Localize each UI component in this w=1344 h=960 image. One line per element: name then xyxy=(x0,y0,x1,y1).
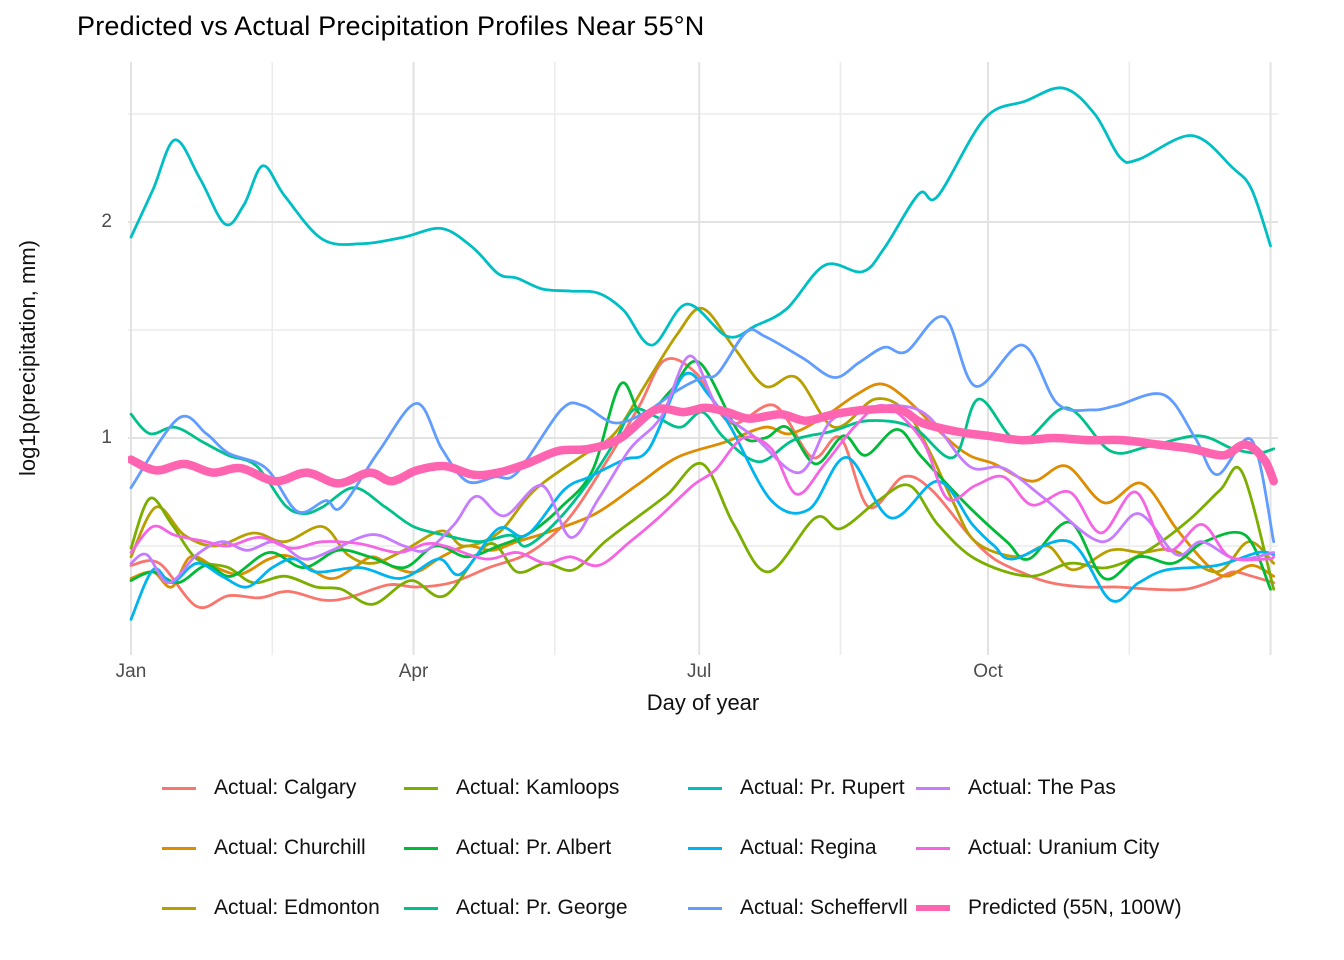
legend-label: Predicted (55N, 100W) xyxy=(968,896,1182,919)
series-line-actual-uranium-city xyxy=(129,403,1276,568)
legend-label: Actual: Uranium City xyxy=(968,836,1160,859)
plot-panel xyxy=(128,62,1278,655)
legend-swatch-actual-edmonton xyxy=(162,906,196,910)
x-tick-label-jul: Jul xyxy=(687,661,712,682)
legend-label: Actual: Calgary xyxy=(214,776,357,799)
series-line-actual-churchill xyxy=(129,382,1276,589)
legend-swatch-actual-regina xyxy=(688,846,722,850)
legend-label: Actual: Regina xyxy=(740,836,877,859)
chart-title: Predicted vs Actual Precipitation Profil… xyxy=(77,11,705,41)
series-line-actual-regina xyxy=(129,371,1276,621)
legend-label: Actual: Pr. George xyxy=(456,896,628,919)
legend-item-actual-pr-george: Actual: Pr. George xyxy=(404,895,628,921)
legend-item-actual-kamloops: Actual: Kamloops xyxy=(404,775,619,801)
x-tick-label-apr: Apr xyxy=(398,661,429,682)
series-line-actual-calgary xyxy=(129,357,1276,610)
legend-label: Actual: Churchill xyxy=(214,836,366,859)
x-axis-title: Day of year xyxy=(646,690,760,715)
legend-item-actual-pr-rupert: Actual: Pr. Rupert xyxy=(688,775,905,801)
legend-item-actual-scheffervll: Actual: Scheffervll xyxy=(688,895,908,921)
series-line-actual-kamloops xyxy=(129,462,1276,606)
legend-swatch-actual-pr-rupert xyxy=(688,786,722,790)
x-tick-label-jan: Jan xyxy=(115,661,147,682)
series-line-actual-scheffervll xyxy=(129,315,1276,544)
legend-swatch-actual-uranium-city xyxy=(916,846,950,850)
series-line-actual-edmonton xyxy=(129,306,1276,574)
legend-item-actual-regina: Actual: Regina xyxy=(688,835,877,861)
legend-label: Actual: Edmonton xyxy=(214,896,380,919)
legend-label: Actual: The Pas xyxy=(968,776,1116,799)
series-line-predicted-55n-100w xyxy=(128,403,1278,488)
y-tick-label-1: 1 xyxy=(101,427,112,448)
legend-swatch-actual-pr-george xyxy=(404,906,438,910)
legend-item-actual-pr-albert: Actual: Pr. Albert xyxy=(404,835,611,861)
legend-item-actual-churchill: Actual: Churchill xyxy=(162,835,366,861)
legend-swatch-actual-churchill xyxy=(162,846,196,850)
legend-label: Actual: Scheffervll xyxy=(740,896,908,919)
legend-swatch-actual-calgary xyxy=(162,786,196,790)
legend-label: Actual: Kamloops xyxy=(456,776,620,799)
legend-label: Actual: Pr. Albert xyxy=(456,836,612,859)
series-line-actual-pr-george xyxy=(129,397,1276,548)
legend-swatch-actual-scheffervll xyxy=(688,906,722,910)
legend-item-actual-edmonton: Actual: Edmonton xyxy=(162,895,380,921)
legend-swatch-actual-pr-albert xyxy=(404,846,438,850)
legend-item-actual-the-pas: Actual: The Pas xyxy=(916,775,1116,801)
legend-swatch-predicted-55n-100w xyxy=(916,905,950,911)
y-tick-label-2: 2 xyxy=(101,211,112,232)
series-line-actual-pr-rupert xyxy=(129,86,1272,347)
legend-item-actual-calgary: Actual: Calgary xyxy=(162,775,356,801)
x-tick-label-oct: Oct xyxy=(973,661,1003,682)
legend-swatch-actual-the-pas xyxy=(916,786,950,790)
series-line-actual-pr-albert xyxy=(129,359,1272,591)
legend-label: Actual: Pr. Rupert xyxy=(740,776,905,799)
legend-item-predicted-55n-100w: Predicted (55N, 100W) xyxy=(916,895,1182,921)
legend-item-actual-uranium-city: Actual: Uranium City xyxy=(916,835,1159,861)
legend-swatch-actual-kamloops xyxy=(404,786,438,790)
